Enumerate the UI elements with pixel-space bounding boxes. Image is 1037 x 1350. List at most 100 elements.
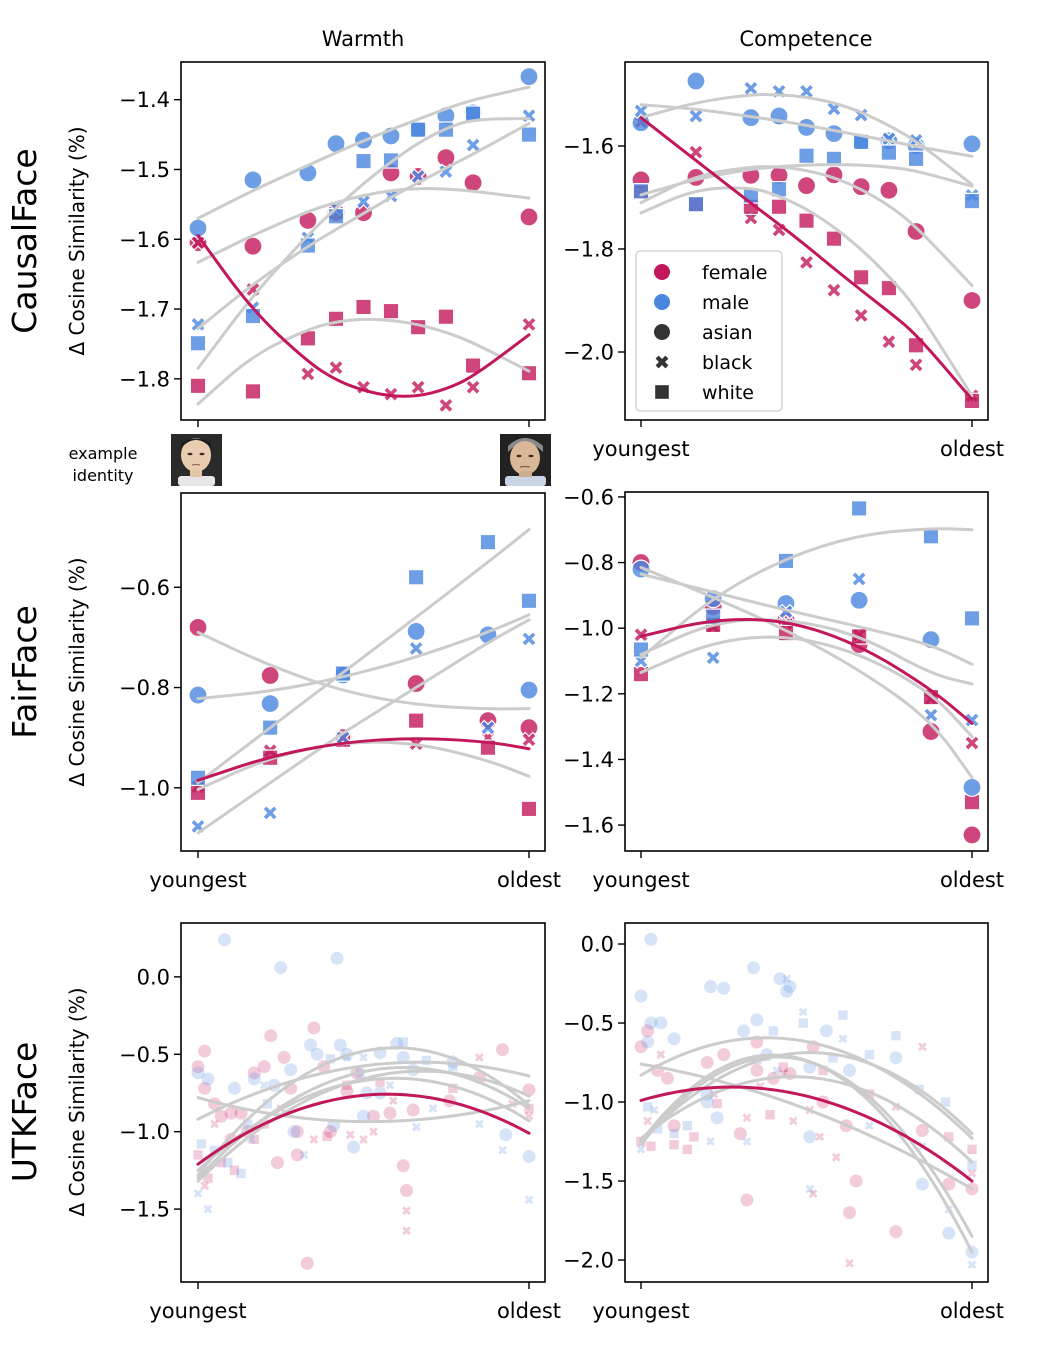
point-female-white bbox=[520, 800, 538, 818]
point-female-asian bbox=[962, 290, 982, 311]
point-female-x bbox=[742, 1113, 752, 1123]
point-male bbox=[357, 1109, 370, 1123]
highlight-fit bbox=[196, 234, 531, 398]
old-face-image bbox=[500, 434, 551, 486]
point-male-white bbox=[880, 144, 898, 161]
point-female-sq bbox=[765, 1109, 775, 1120]
point-female bbox=[198, 1081, 212, 1095]
point-female bbox=[340, 1084, 354, 1098]
point-female bbox=[849, 1174, 863, 1188]
y-tick-label: −0.6 bbox=[119, 576, 170, 600]
point-male-asian bbox=[631, 559, 651, 579]
point-female bbox=[889, 1225, 903, 1239]
y-tick-label: −1.6 bbox=[563, 134, 614, 158]
point-male bbox=[710, 1111, 724, 1125]
point-female-white bbox=[355, 298, 372, 316]
point-male-sq bbox=[682, 1121, 693, 1131]
point-male-sq bbox=[768, 1026, 779, 1036]
point-female-white bbox=[770, 198, 788, 215]
point-male-black bbox=[687, 108, 704, 125]
x-tick-label-oldest: oldest bbox=[940, 1299, 1004, 1323]
point-female-white bbox=[437, 308, 455, 325]
point-female-white bbox=[852, 269, 870, 286]
plot-area bbox=[631, 500, 982, 845]
point-male bbox=[704, 980, 718, 994]
point-male-black bbox=[520, 630, 538, 647]
point-male-x bbox=[805, 1184, 815, 1194]
point-male-x bbox=[385, 1080, 395, 1090]
y-tick-label: −1.5 bbox=[119, 158, 170, 182]
point-male-asian bbox=[188, 685, 208, 705]
point-female bbox=[700, 1056, 714, 1070]
panel-fairface-warmth: −0.6 −0.8 −1.0 youngest oldest bbox=[119, 492, 561, 892]
legend-marker-female bbox=[654, 264, 670, 280]
fit-lines bbox=[196, 85, 531, 406]
point-female bbox=[270, 1156, 284, 1170]
x-tick-label-oldest: oldest bbox=[497, 868, 561, 892]
fit-lines bbox=[196, 1046, 531, 1183]
fit-line-female-asian bbox=[639, 165, 974, 288]
panel-utkface-warmth: 0.0 −0.5 −1.0 −1.5 youngest oldest bbox=[119, 922, 561, 1323]
point-female bbox=[660, 1071, 674, 1085]
point-female-x bbox=[788, 1116, 798, 1126]
point-male-asian bbox=[962, 134, 982, 154]
point-female bbox=[942, 1177, 956, 1191]
y-tick-label: 0.0 bbox=[581, 933, 614, 957]
point-male-white bbox=[409, 121, 427, 138]
fit-line-female-asian bbox=[196, 187, 531, 264]
point-female bbox=[191, 1060, 205, 1074]
fit-line-female-white bbox=[639, 186, 974, 398]
point-female bbox=[264, 1029, 278, 1043]
point-female-sq bbox=[944, 1132, 954, 1142]
y-tick-label: −1.7 bbox=[119, 298, 170, 322]
point-male-x bbox=[838, 1034, 848, 1044]
point-male-black bbox=[355, 193, 372, 210]
fit-line-female-white bbox=[639, 635, 974, 738]
example-identity-label-line2: identity bbox=[72, 466, 133, 485]
panel-fairface-competence: −0.6 −0.8 −1.0 −1.2 −1.4 −1.6 youngest oldest bbox=[563, 485, 1004, 892]
point-male bbox=[284, 1063, 298, 1077]
point-female bbox=[290, 1148, 304, 1162]
point-male-x bbox=[259, 1080, 269, 1090]
y-tick-label: −0.8 bbox=[563, 551, 614, 575]
point-female-x bbox=[643, 1116, 653, 1126]
ylabel-causalface: Δ Cosine Similarity (%) bbox=[65, 126, 89, 355]
highlight-fit bbox=[639, 1085, 974, 1183]
x-tick-label-oldest: oldest bbox=[497, 1299, 561, 1323]
axes-frame bbox=[624, 491, 989, 852]
point-male-asian bbox=[519, 680, 539, 700]
point-male-white bbox=[355, 152, 372, 170]
point-female bbox=[496, 1043, 510, 1057]
point-female-asian bbox=[879, 180, 899, 200]
fit-line-female-black bbox=[639, 1085, 974, 1183]
point-male-sq bbox=[325, 1054, 336, 1064]
point-male-white bbox=[963, 610, 981, 627]
plot-area bbox=[191, 933, 536, 1270]
point-female-x bbox=[345, 1130, 355, 1140]
point-female-white bbox=[798, 212, 815, 229]
point-male-white bbox=[963, 192, 981, 210]
y-tick-label: −1.6 bbox=[119, 228, 170, 252]
fit-line-male-black bbox=[196, 121, 531, 331]
point-female bbox=[366, 1109, 380, 1123]
point-male-black bbox=[189, 316, 207, 333]
point-female bbox=[400, 1184, 414, 1198]
point-male-white bbox=[407, 568, 425, 586]
fit-line-female-black bbox=[196, 234, 531, 398]
point-female bbox=[214, 1109, 228, 1123]
point-male bbox=[780, 984, 794, 998]
point-male-sq bbox=[891, 1030, 901, 1041]
point-male bbox=[654, 1016, 668, 1030]
fit-line-female-black bbox=[639, 617, 974, 725]
ylabel-utkface: Δ Cosine Similarity (%) bbox=[65, 987, 89, 1216]
point-male bbox=[499, 1128, 513, 1142]
point-male-sq bbox=[967, 1160, 977, 1170]
x-tick-label-oldest: oldest bbox=[940, 868, 1004, 892]
point-female-white bbox=[825, 230, 843, 247]
y-tick-label: −2.0 bbox=[563, 1249, 614, 1273]
point-male-x bbox=[742, 1137, 752, 1146]
point-male bbox=[396, 1050, 410, 1064]
point-male-white bbox=[850, 500, 868, 517]
point-female bbox=[641, 1024, 655, 1038]
